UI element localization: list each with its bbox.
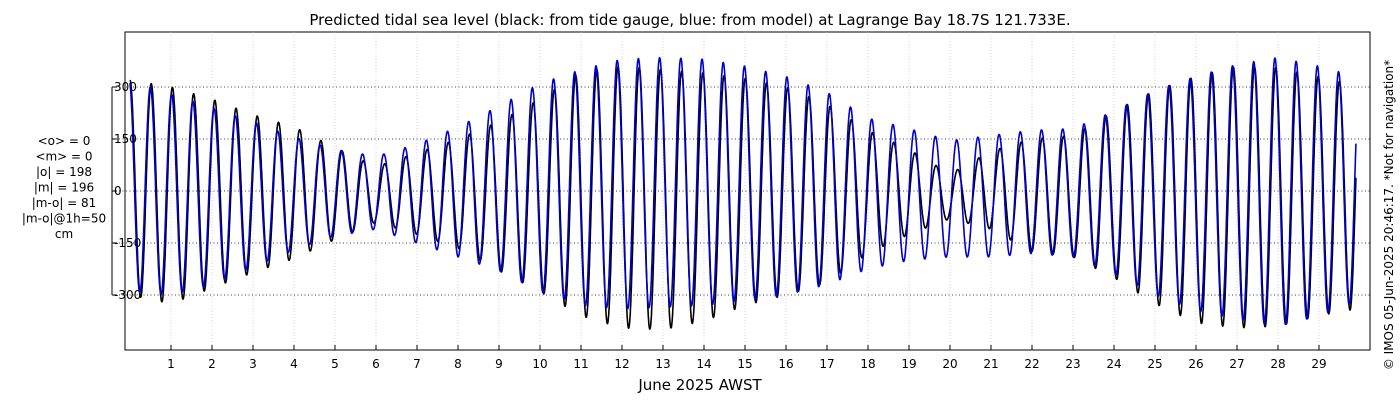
stat-line: |m| = 196 <box>34 181 94 195</box>
y-tick-label: 150 <box>114 132 137 146</box>
x-tick-label: 8 <box>454 357 462 371</box>
x-tick-label: 4 <box>290 357 298 371</box>
stat-line: <o> = 0 <box>38 134 91 148</box>
x-axis: 1 2 3 4 5 6 7 8 9 10 11 12 13 14 15 16 17 18 19 20 21 22 23 24 2… <box>167 345 1327 371</box>
stat-line: |o| = 198 <box>36 165 92 179</box>
x-tick-label: 9 <box>495 357 503 371</box>
x-tick-label: 19 <box>901 357 916 371</box>
x-tick-label: 14 <box>696 357 711 371</box>
x-tick-label: 27 <box>1229 357 1244 371</box>
stat-line: |m-o| = 81 <box>32 196 97 210</box>
copyright-note: © IMOS 05-Jun-2025 20:46:17. *Not for na… <box>1382 60 1396 370</box>
x-tick-label: 3 <box>249 357 257 371</box>
x-tick-label: 28 <box>1270 357 1285 371</box>
x-tick-label: 1 <box>167 357 175 371</box>
x-tick-label: 13 <box>655 357 670 371</box>
y-tick-label: 300 <box>114 80 137 94</box>
stat-line: <m> = 0 <box>35 150 92 164</box>
stat-line: |m-o|@1h=50 <box>22 212 106 226</box>
x-tick-label: 11 <box>573 357 588 371</box>
y-tick-label: -300 <box>114 288 141 302</box>
x-tick-label: 7 <box>413 357 421 371</box>
stats-block: <o> = 0 <m> = 0|o| = 198 |m| = 196|m-o| = … <box>22 134 106 241</box>
x-tick-label: 23 <box>1065 357 1080 371</box>
x-tick-label: 5 <box>331 357 339 371</box>
chart-title: Predicted tidal sea level (black: from t… <box>309 11 1070 29</box>
x-tick-label: 6 <box>372 357 380 371</box>
x-axis-label: June 2025 AWST <box>637 376 762 394</box>
stat-line: cm <box>55 227 73 241</box>
x-tick-label: 20 <box>942 357 957 371</box>
x-tick-label: 24 <box>1106 357 1121 371</box>
x-tick-label: 18 <box>860 357 875 371</box>
x-tick-label: 17 <box>819 357 834 371</box>
series-line-model <box>129 56 1357 326</box>
x-tick-label: 12 <box>614 357 629 371</box>
series-layer <box>129 56 1357 330</box>
x-tick-label: 21 <box>983 357 998 371</box>
x-tick-label: 25 <box>1147 357 1162 371</box>
x-tick-label: 15 <box>737 357 752 371</box>
x-tick-label: 26 <box>1188 357 1203 371</box>
y-tick-label: 0 <box>114 184 122 198</box>
y-tick-label: -150 <box>114 236 141 250</box>
x-tick-label: 10 <box>532 357 547 371</box>
x-tick-label: 22 <box>1024 357 1039 371</box>
x-tick-label: 29 <box>1311 357 1326 371</box>
x-tick-label: 2 <box>208 357 216 371</box>
x-tick-label: 16 <box>778 357 793 371</box>
